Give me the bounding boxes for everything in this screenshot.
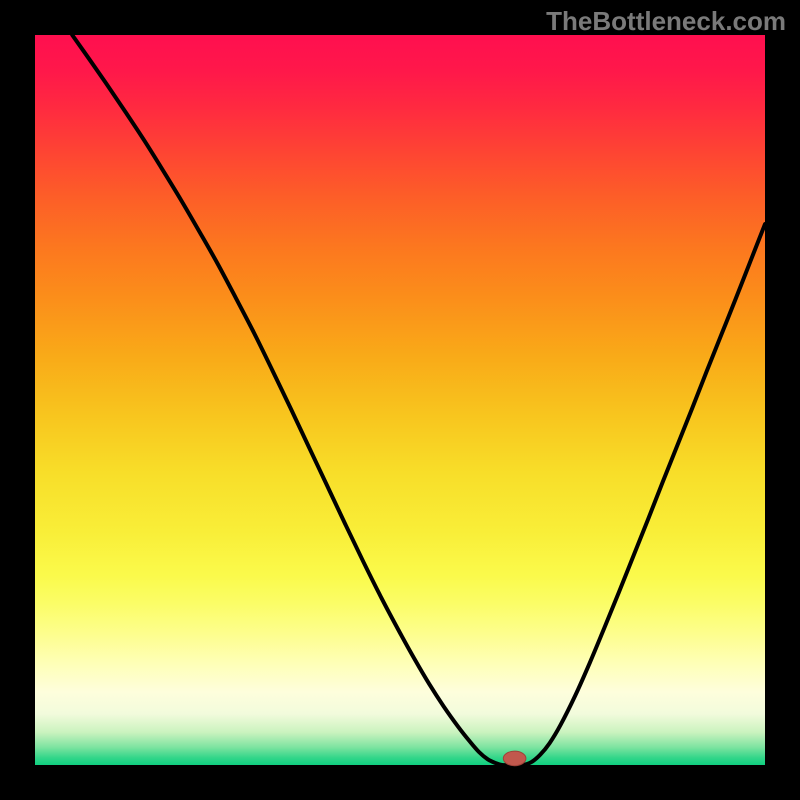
watermark-label: TheBottleneck.com: [546, 6, 786, 37]
bottleneck-curve-chart: [0, 0, 800, 800]
minimum-marker: [503, 751, 526, 766]
